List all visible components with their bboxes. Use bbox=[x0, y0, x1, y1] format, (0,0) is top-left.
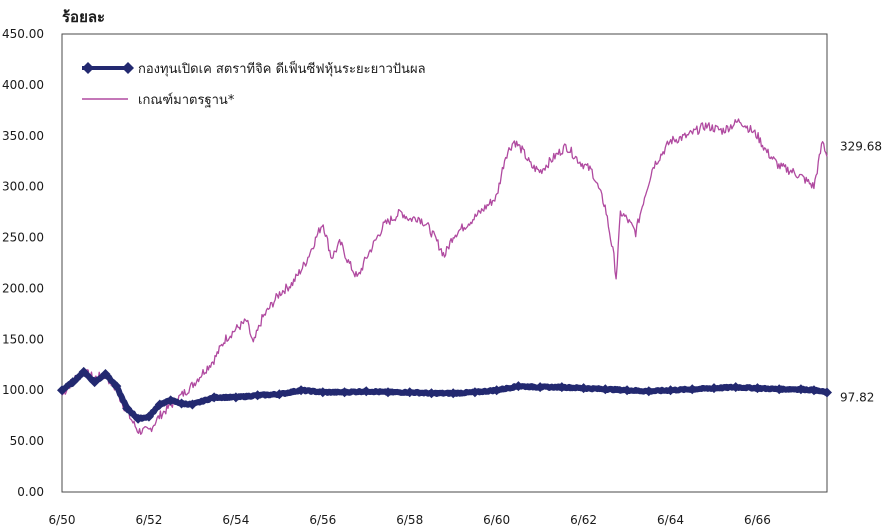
fund-data-point bbox=[111, 381, 122, 392]
fund-data-point bbox=[730, 382, 741, 393]
fund-data-point bbox=[209, 392, 220, 403]
y-tick-label: 150.00 bbox=[2, 332, 44, 346]
benchmark-series-line bbox=[61, 118, 828, 435]
legend-marker-fund bbox=[82, 62, 94, 74]
fund-data-point bbox=[448, 388, 459, 399]
end-value-fund: 97.82 bbox=[840, 390, 874, 404]
x-tick-label: 6/54 bbox=[222, 513, 249, 527]
y-tick-labels: 0.00 50.00 100.00 150.00 200.00 250.00 300.00 3… bbox=[2, 27, 44, 499]
fund-data-point bbox=[89, 377, 100, 388]
fund-data-point bbox=[774, 384, 785, 395]
fund-data-point bbox=[578, 383, 589, 394]
fund-data-point bbox=[67, 377, 78, 388]
legend-label-fund: กองทุนเปิดเค สตราทีจิค ดีเฟ็นซีฟหุ้นระยะ… bbox=[138, 59, 426, 77]
fund-data-point bbox=[491, 385, 502, 396]
fund-data-point bbox=[230, 392, 241, 403]
y-tick-label: 200.00 bbox=[2, 281, 44, 295]
fund-data-point bbox=[154, 399, 165, 410]
y-axis-title: ร้อยละ bbox=[62, 8, 105, 26]
x-tick-label: 6/52 bbox=[135, 513, 162, 527]
end-value-benchmark: 329.68 bbox=[840, 139, 882, 153]
fund-data-point bbox=[78, 366, 89, 377]
fund-data-point bbox=[643, 386, 654, 397]
x-tick-label: 6/56 bbox=[309, 513, 336, 527]
legend-marker-fund bbox=[122, 62, 134, 74]
plot-area bbox=[61, 33, 828, 493]
fund-data-point bbox=[622, 385, 633, 396]
fund-data-point bbox=[274, 389, 285, 400]
fund-data-point bbox=[317, 387, 328, 398]
x-tick-labels: 6/50 6/52 6/54 6/56 6/58 6/60 6/62 6/64 6/66 bbox=[49, 513, 771, 527]
fund-data-point bbox=[404, 387, 415, 398]
fund-data-point bbox=[382, 387, 393, 398]
fund-data-point bbox=[187, 399, 198, 410]
fund-data-point bbox=[252, 390, 263, 401]
y-tick-label: 50.00 bbox=[10, 434, 44, 448]
fund-data-point bbox=[143, 411, 154, 422]
fund-data-point bbox=[752, 383, 763, 394]
x-tick-label: 6/60 bbox=[483, 513, 510, 527]
legend-label-benchmark: เกณฑ์มาตรฐาน* bbox=[138, 92, 235, 108]
y-tick-label: 350.00 bbox=[2, 129, 44, 143]
fund-data-point bbox=[426, 388, 437, 399]
fund-data-point bbox=[469, 387, 480, 398]
fund-data-point bbox=[556, 382, 567, 393]
fund-data-point bbox=[808, 385, 819, 396]
fund-data-point bbox=[176, 398, 187, 409]
fund-data-point bbox=[687, 384, 698, 395]
x-tick-label: 6/66 bbox=[744, 513, 771, 527]
fund-data-point bbox=[513, 381, 524, 392]
fund-data-point bbox=[100, 368, 111, 379]
x-tick-label: 6/62 bbox=[570, 513, 597, 527]
fund-data-point bbox=[665, 385, 676, 396]
series-layer bbox=[57, 118, 832, 435]
x-tick-label: 6/64 bbox=[657, 513, 684, 527]
fund-data-point bbox=[296, 385, 307, 396]
y-tick-label: 400.00 bbox=[2, 78, 44, 92]
legend: กองทุนเปิดเค สตราทีจิค ดีเฟ็นซีฟหุ้นระยะ… bbox=[82, 59, 426, 108]
fund-data-point bbox=[361, 386, 372, 397]
fund-data-point bbox=[600, 384, 611, 395]
fund-data-point bbox=[535, 382, 546, 393]
y-tick-label: 250.00 bbox=[2, 231, 44, 245]
fund-data-point bbox=[165, 395, 176, 406]
x-tick-label: 6/58 bbox=[396, 513, 423, 527]
fund-data-point bbox=[795, 384, 806, 395]
y-tick-label: 450.00 bbox=[2, 27, 44, 41]
fund-series-line bbox=[60, 369, 829, 422]
y-tick-label: 300.00 bbox=[2, 180, 44, 194]
x-tick-label: 6/50 bbox=[49, 513, 76, 527]
y-tick-label: 0.00 bbox=[17, 485, 44, 499]
fund-data-point bbox=[133, 413, 144, 424]
fund-data-point bbox=[57, 385, 67, 396]
y-tick-label: 100.00 bbox=[2, 383, 44, 397]
fund-data-point bbox=[822, 387, 832, 398]
fund-data-point bbox=[339, 387, 350, 398]
fund-data-point bbox=[122, 403, 133, 414]
fund-data-point bbox=[708, 383, 719, 394]
